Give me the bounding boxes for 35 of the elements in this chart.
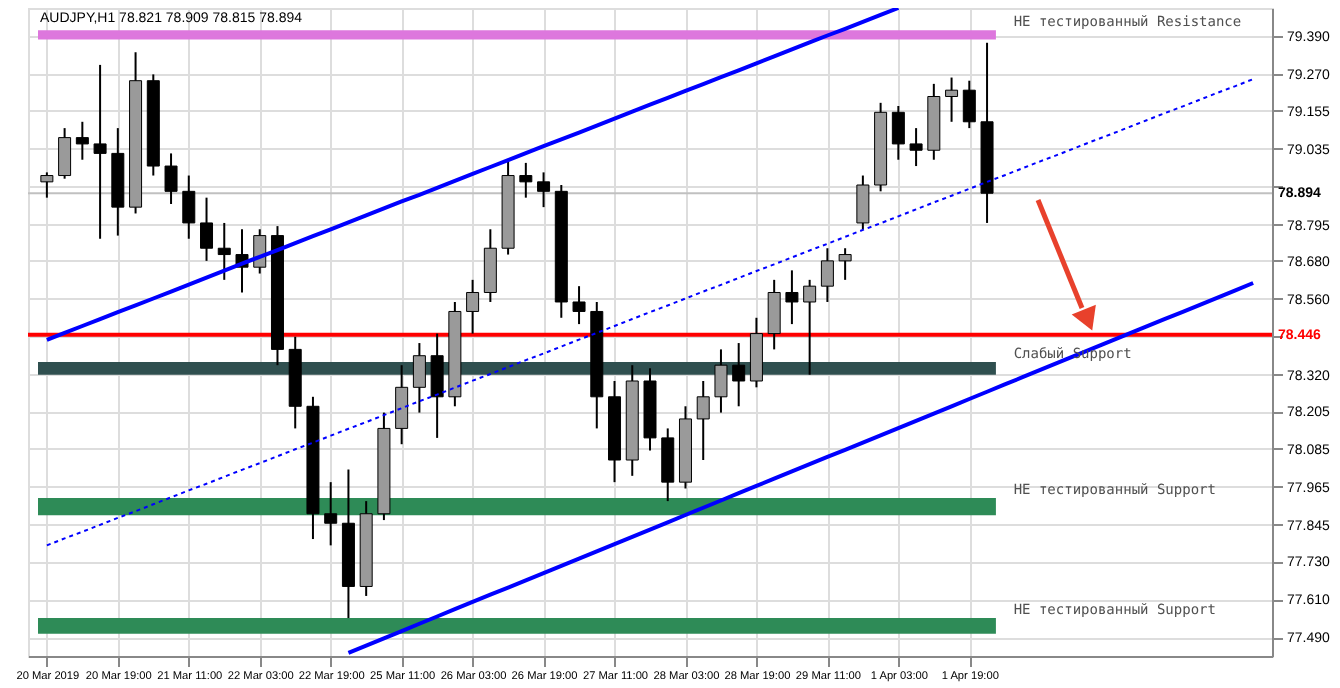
candlestick bbox=[767, 278, 781, 351]
candlestick bbox=[714, 348, 728, 414]
candlestick bbox=[803, 278, 817, 376]
candlestick bbox=[483, 228, 497, 303]
candlestick bbox=[430, 332, 444, 439]
candlestick bbox=[945, 76, 959, 123]
candlestick bbox=[395, 364, 409, 446]
candlestick bbox=[75, 120, 89, 161]
candlestick bbox=[856, 174, 870, 231]
candlestick bbox=[58, 127, 72, 180]
candlestick bbox=[537, 171, 551, 209]
candlestick bbox=[93, 63, 107, 240]
candlestick bbox=[820, 247, 834, 303]
candlestick bbox=[164, 152, 178, 205]
candlestick bbox=[749, 316, 763, 389]
candlestick bbox=[200, 196, 214, 262]
candlestick bbox=[466, 278, 480, 335]
candlestick bbox=[785, 269, 799, 326]
candlestick bbox=[324, 481, 338, 547]
line-series bbox=[45, 78, 1255, 547]
candlestick bbox=[909, 127, 923, 168]
candlestick bbox=[217, 221, 231, 281]
line-series bbox=[44, 8, 901, 342]
candlestick bbox=[572, 285, 586, 326]
line-series bbox=[346, 281, 1256, 655]
candlestick bbox=[40, 171, 54, 199]
candlestick bbox=[182, 174, 196, 240]
candlestick bbox=[732, 342, 746, 408]
candlestick bbox=[661, 427, 675, 503]
candlestick bbox=[519, 161, 533, 199]
candlestick bbox=[696, 380, 710, 462]
candlestick bbox=[962, 79, 976, 130]
candlestick bbox=[412, 342, 426, 414]
candlestick bbox=[838, 247, 852, 281]
candlestick bbox=[891, 104, 905, 161]
